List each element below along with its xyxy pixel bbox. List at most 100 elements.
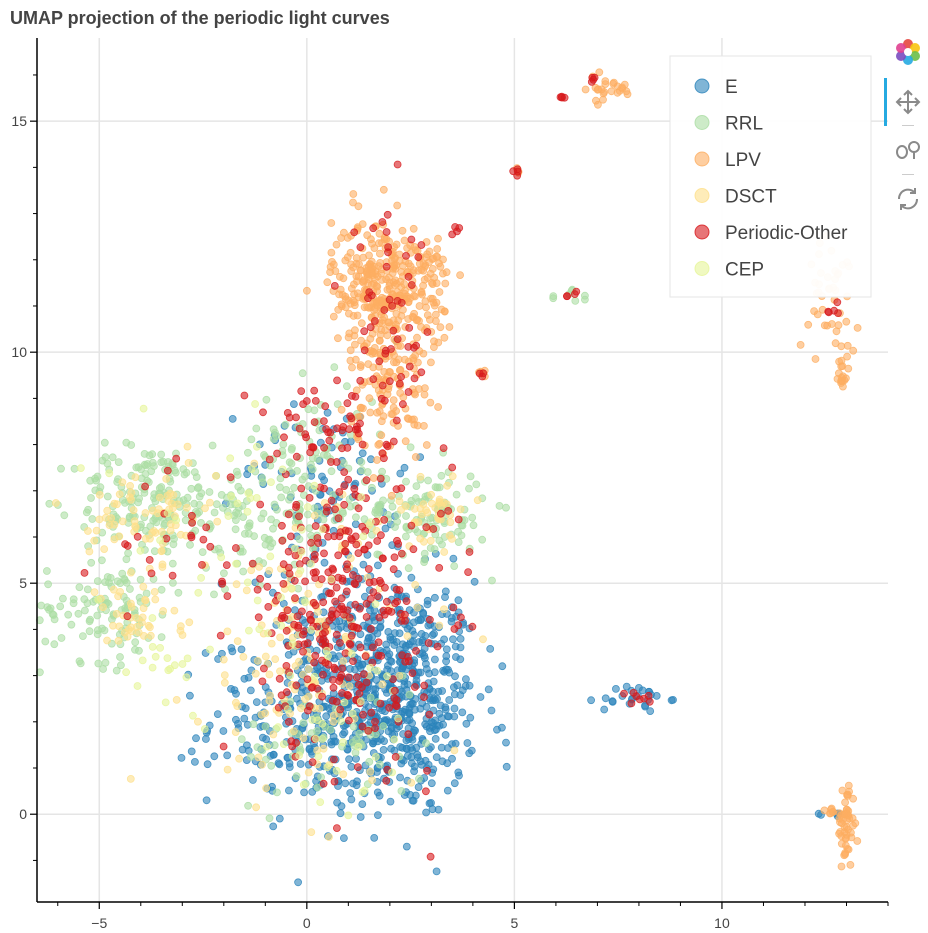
scatter-point [370, 834, 379, 842]
scatter-point [385, 703, 394, 712]
scatter-point [334, 305, 343, 314]
scatter-point [161, 698, 170, 707]
scatter-point [148, 663, 157, 672]
scatter-point [295, 535, 304, 544]
scatter-point [375, 336, 384, 345]
scatter-point [373, 561, 382, 570]
scatter-point [222, 561, 231, 569]
scatter-point [85, 547, 94, 556]
pan-tool-icon[interactable] [892, 86, 924, 118]
scatter-point [350, 301, 359, 310]
scatter-point [430, 593, 439, 602]
scatter-point [100, 545, 109, 553]
scatter-point [342, 382, 351, 391]
scatter-point [252, 424, 261, 433]
scatter-point [110, 520, 119, 529]
x-tick-label: 10 [714, 915, 730, 931]
scatter-point [233, 499, 242, 508]
scatter-point [370, 244, 379, 253]
scatter-point [141, 482, 150, 491]
scatter-point [373, 272, 382, 281]
scatter-point [394, 714, 403, 723]
scatter-point [231, 525, 240, 534]
scatter-point [172, 516, 181, 525]
scatter-point [362, 476, 371, 485]
scatter-point [373, 666, 382, 675]
scatter-point [644, 691, 653, 700]
scatter-point [332, 824, 341, 832]
scatter-point [101, 453, 110, 462]
scatter-point [407, 759, 416, 768]
scatter-point [195, 500, 204, 509]
scatter-point [216, 631, 225, 640]
scatter-point [356, 664, 365, 673]
scatter-point [843, 341, 852, 350]
scatter-point [354, 680, 363, 689]
scatter-point [103, 459, 112, 468]
scatter-point [115, 622, 124, 631]
scatter-point [239, 567, 248, 576]
scatter-point [381, 524, 390, 533]
scatter-point [409, 291, 418, 300]
scatter-point [347, 650, 356, 658]
scatter-point [320, 443, 329, 452]
scatter-point [837, 839, 846, 848]
scatter-point [397, 617, 406, 625]
scatter-point [308, 716, 317, 724]
wheel-zoom-tool-icon[interactable] [892, 134, 924, 166]
scatter-point [345, 329, 354, 338]
scatter-point [411, 581, 420, 589]
scatter-point [112, 666, 121, 675]
scatter-point [352, 781, 361, 790]
scatter-point [380, 737, 389, 745]
scatter-point [269, 750, 278, 759]
scatter-point [331, 505, 339, 514]
scatter-point [265, 670, 274, 679]
scatter-point [338, 574, 347, 583]
scatter-point [188, 519, 197, 527]
scatter-point [139, 404, 148, 413]
scatter-point [382, 262, 391, 271]
scatter-point [354, 429, 363, 438]
scatter-point [450, 704, 459, 713]
scatter-point [444, 506, 453, 515]
scatter-point [486, 645, 495, 653]
scatter-point [350, 228, 359, 237]
scatter-point [232, 689, 240, 698]
scatter-point [321, 402, 330, 411]
scatter-point [287, 459, 296, 468]
scatter-point [255, 563, 264, 571]
scatter-point [156, 536, 165, 545]
y-tick-label: 10 [11, 344, 27, 360]
scatter-point [327, 575, 336, 584]
scatter-point [277, 621, 286, 630]
scatter-point [269, 524, 277, 533]
scatter-point [393, 335, 402, 344]
scatter-point [88, 515, 97, 523]
scatter-point [258, 677, 267, 686]
scatter-point [86, 615, 94, 624]
scatter-point [403, 244, 412, 253]
scatter-point [401, 437, 410, 446]
scatter-point [319, 744, 328, 753]
reset-tool-icon[interactable] [892, 183, 924, 215]
grid [37, 38, 888, 902]
scatter-point [187, 747, 196, 756]
scatter-point [811, 355, 820, 363]
scatter-point [842, 834, 850, 842]
scatter-point [187, 484, 196, 493]
scatter-point [84, 527, 92, 535]
scatter-point [259, 408, 267, 417]
scatter-point [122, 438, 131, 447]
bokeh-logo-icon[interactable] [892, 36, 924, 68]
scatter-point [392, 485, 401, 494]
scatter-point [118, 478, 127, 487]
scatter-point [266, 552, 275, 561]
scatter-point [318, 656, 326, 665]
scatter-point [136, 546, 145, 555]
legend[interactable]: E RRL LPV DSCT Periodic-Other CEP [669, 55, 872, 298]
scatter-point [442, 268, 451, 277]
scatter-point [231, 728, 240, 736]
scatter-point [382, 228, 391, 236]
